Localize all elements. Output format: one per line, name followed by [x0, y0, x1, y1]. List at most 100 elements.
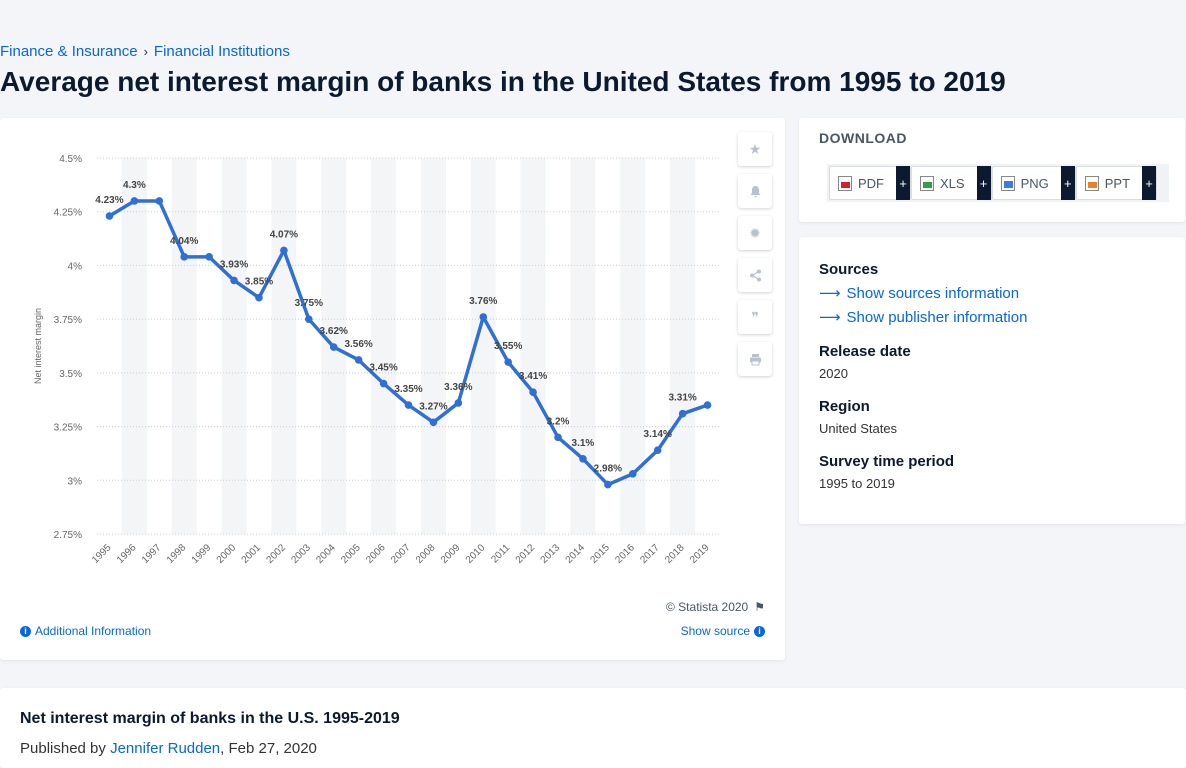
show-publisher-label: Show publisher information — [846, 308, 1028, 326]
chart-card: 2.75% 3% 3.25% 3.5% 3.75% 4% 4.25% 4.5% Net inte… — [0, 118, 785, 660]
region-label: Region — [819, 398, 870, 415]
author-link[interactable]: Jennifer Rudden — [110, 740, 221, 757]
publication-card: Net interest margin of banks in the U.S.… — [0, 688, 1186, 768]
show-publisher-link[interactable]: ⟶ Show publisher information — [819, 308, 1028, 327]
y-tick-label: 3.25% — [54, 423, 82, 434]
pdf-file-icon — [838, 175, 852, 191]
arrow-right-icon: ⟶ — [819, 309, 841, 326]
column-band — [520, 158, 546, 534]
survey-period-label: Survey time period — [819, 453, 955, 470]
share-icon[interactable] — [738, 258, 772, 292]
y-tick-label: 3.5% — [59, 369, 82, 380]
column-band — [420, 158, 446, 534]
quote-icon[interactable]: ❞ — [738, 300, 772, 334]
x-tick-label: 2015 — [588, 542, 612, 566]
arrow-right-icon: ⟶ — [819, 285, 841, 302]
plus-icon: + — [1142, 166, 1157, 200]
line-chart: 2.75% 3% 3.25% 3.5% 3.75% 4% 4.25% 4.5% Net inte… — [33, 154, 720, 566]
column-band — [570, 158, 596, 534]
data-label: 3.31% — [668, 393, 696, 404]
download-title: DOWNLOAD — [819, 130, 907, 146]
y-tick-label: 2.75% — [54, 530, 82, 541]
breadcrumb-item-finance[interactable]: Finance & Insurance — [0, 43, 138, 60]
gear-icon[interactable]: ✹ — [738, 216, 772, 250]
x-tick-label: 2018 — [663, 542, 687, 566]
x-tick-label: 2003 — [289, 542, 313, 566]
download-buttons: PDF + XLS + PNG + PPT + — [827, 164, 1169, 202]
download-card: DOWNLOAD PDF + XLS + PNG + PPT + — [799, 118, 1185, 222]
data-point — [429, 418, 438, 427]
x-tick-label: 2012 — [514, 542, 538, 566]
data-label: 3.27% — [419, 401, 447, 412]
x-tick-label: 2008 — [414, 542, 438, 566]
data-label: 3.56% — [344, 339, 372, 350]
data-label: 3.1% — [572, 438, 595, 449]
y-tick-label: 4.5% — [59, 154, 82, 165]
x-tick-label: 2011 — [489, 542, 512, 565]
breadcrumb-separator-icon: › — [143, 44, 148, 59]
published-date: , Feb 27, 2020 — [220, 740, 317, 757]
x-tick-label: 2014 — [564, 542, 588, 566]
additional-info-link[interactable]: i Additional Information — [20, 624, 151, 638]
download-pdf-label: PDF — [858, 175, 884, 191]
region-value: United States — [819, 421, 898, 436]
download-ppt-button[interactable]: PPT + — [1075, 166, 1158, 200]
data-point — [653, 446, 662, 455]
data-point — [604, 480, 612, 489]
column-band — [121, 158, 147, 534]
data-point — [305, 315, 313, 323]
x-tick-label: 2006 — [364, 542, 388, 566]
info-icon: i — [20, 625, 31, 637]
plus-icon: + — [1060, 166, 1075, 200]
data-point — [703, 401, 712, 409]
survey-period-value: 1995 to 2019 — [819, 476, 895, 491]
data-point — [678, 409, 687, 418]
bell-icon[interactable] — [738, 174, 772, 208]
show-sources-link[interactable]: ⟶ Show sources information — [819, 284, 1019, 303]
data-label: 3.35% — [394, 384, 422, 395]
data-label: 3.55% — [494, 341, 522, 352]
download-pdf-button[interactable]: PDF + — [829, 166, 911, 200]
info-card: Sources ⟶ Show sources information ⟶ Sho… — [799, 237, 1185, 524]
data-label: 4.23% — [95, 195, 123, 206]
copyright: © Statista 2020 ⚑ — [666, 600, 765, 614]
show-source-link[interactable]: Show source i — [681, 624, 765, 638]
x-tick-label: 2000 — [215, 542, 239, 566]
chart-toolbar: ★ ✹ ❞ — [738, 132, 772, 376]
print-icon[interactable] — [738, 342, 772, 376]
data-point — [180, 253, 189, 261]
breadcrumb-item-financial-institutions[interactable]: Financial Institutions — [153, 43, 290, 60]
download-png-button[interactable]: PNG + — [991, 166, 1076, 200]
data-label: 3.75% — [295, 298, 323, 309]
x-tick-label: 1998 — [165, 542, 189, 566]
x-tick-label: 1999 — [190, 542, 214, 566]
data-point — [155, 197, 164, 205]
data-point — [504, 358, 512, 366]
data-point — [255, 293, 263, 302]
column-band — [371, 158, 397, 534]
column-band — [221, 158, 247, 534]
x-tick-label: 2016 — [613, 542, 637, 566]
show-source-label: Show source — [680, 624, 750, 638]
star-icon[interactable]: ★ — [738, 132, 772, 166]
data-label: 4.3% — [123, 180, 146, 191]
download-xls-label: XLS — [940, 175, 965, 191]
additional-info-label: Additional Information — [35, 624, 152, 638]
release-date-label: Release date — [819, 343, 911, 360]
column-band — [171, 158, 197, 534]
data-point — [105, 212, 114, 220]
png-file-icon — [1000, 175, 1015, 191]
data-label: 4.07% — [270, 229, 298, 240]
flag-icon[interactable]: ⚑ — [754, 600, 765, 614]
data-point — [379, 379, 388, 388]
column-band — [670, 158, 696, 534]
data-label: 3.85% — [245, 277, 273, 288]
data-point — [579, 455, 587, 463]
x-tick-label: 2004 — [314, 542, 338, 566]
x-tick-label: 2007 — [389, 542, 413, 566]
y-tick-label: 3.75% — [54, 315, 82, 326]
download-xls-button[interactable]: XLS + — [911, 166, 992, 200]
series-line — [108, 199, 709, 487]
release-date-value: 2020 — [819, 366, 848, 381]
x-tick-label: 2009 — [439, 542, 463, 566]
